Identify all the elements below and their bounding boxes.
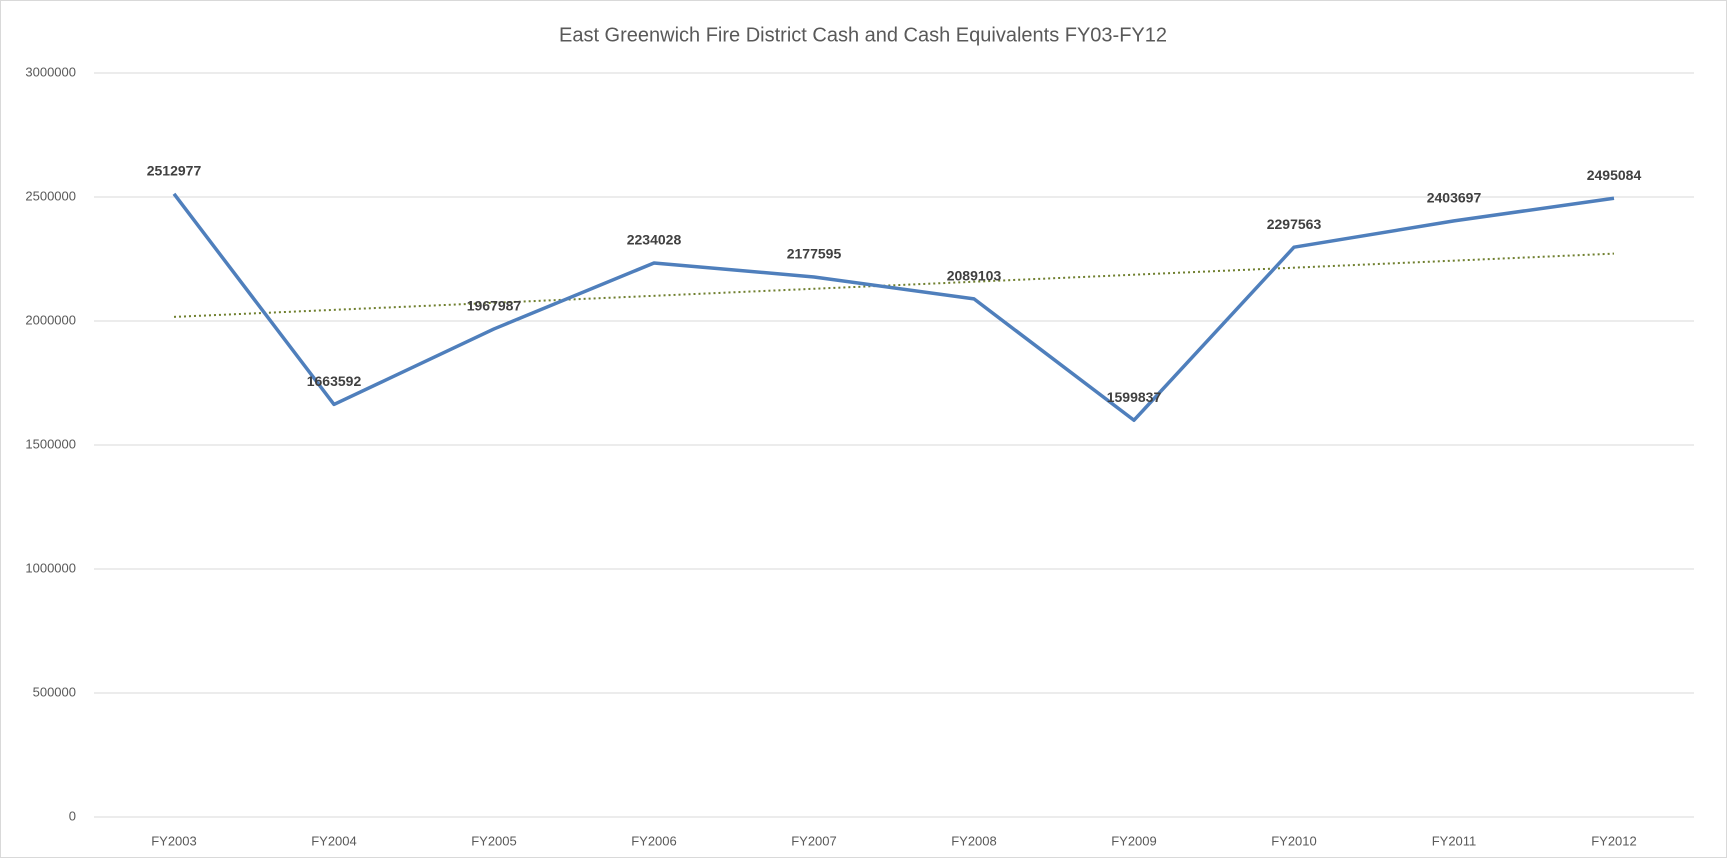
x-tick-label: FY2010 xyxy=(1271,833,1317,848)
data-label: 1967987 xyxy=(467,298,522,314)
chart-title: East Greenwich Fire District Cash and Ca… xyxy=(559,24,1167,46)
y-tick-label: 3000000 xyxy=(25,64,76,79)
x-tick-label: FY2004 xyxy=(311,833,357,848)
x-tick-label: FY2008 xyxy=(951,833,997,848)
y-tick-label: 500000 xyxy=(33,684,76,699)
y-tick-label: 2500000 xyxy=(25,188,76,203)
y-tick-label: 1500000 xyxy=(25,436,76,451)
data-label: 2512977 xyxy=(147,162,202,178)
y-tick-label: 0 xyxy=(69,808,76,823)
y-tick-label: 1000000 xyxy=(25,560,76,575)
x-tick-label: FY2005 xyxy=(471,833,517,848)
x-tick-label: FY2009 xyxy=(1111,833,1157,848)
data-label: 2177595 xyxy=(787,246,842,262)
data-label: 1599837 xyxy=(1107,389,1162,405)
x-tick-label: FY2007 xyxy=(791,833,837,848)
data-label: 2495084 xyxy=(1587,167,1642,183)
x-tick-label: FY2011 xyxy=(1432,833,1477,848)
data-label: 1663592 xyxy=(307,373,362,389)
data-label: 2089103 xyxy=(947,268,1002,284)
x-tick-label: FY2012 xyxy=(1591,833,1637,848)
data-label: 2234028 xyxy=(627,232,682,248)
data-label: 2297563 xyxy=(1267,216,1322,232)
data-label: 2403697 xyxy=(1427,190,1482,206)
y-tick-label: 2000000 xyxy=(25,312,76,327)
trendline xyxy=(173,252,1615,318)
x-tick-label: FY2006 xyxy=(631,833,677,848)
x-tick-label: FY2003 xyxy=(151,833,197,848)
series-line xyxy=(172,192,1615,422)
